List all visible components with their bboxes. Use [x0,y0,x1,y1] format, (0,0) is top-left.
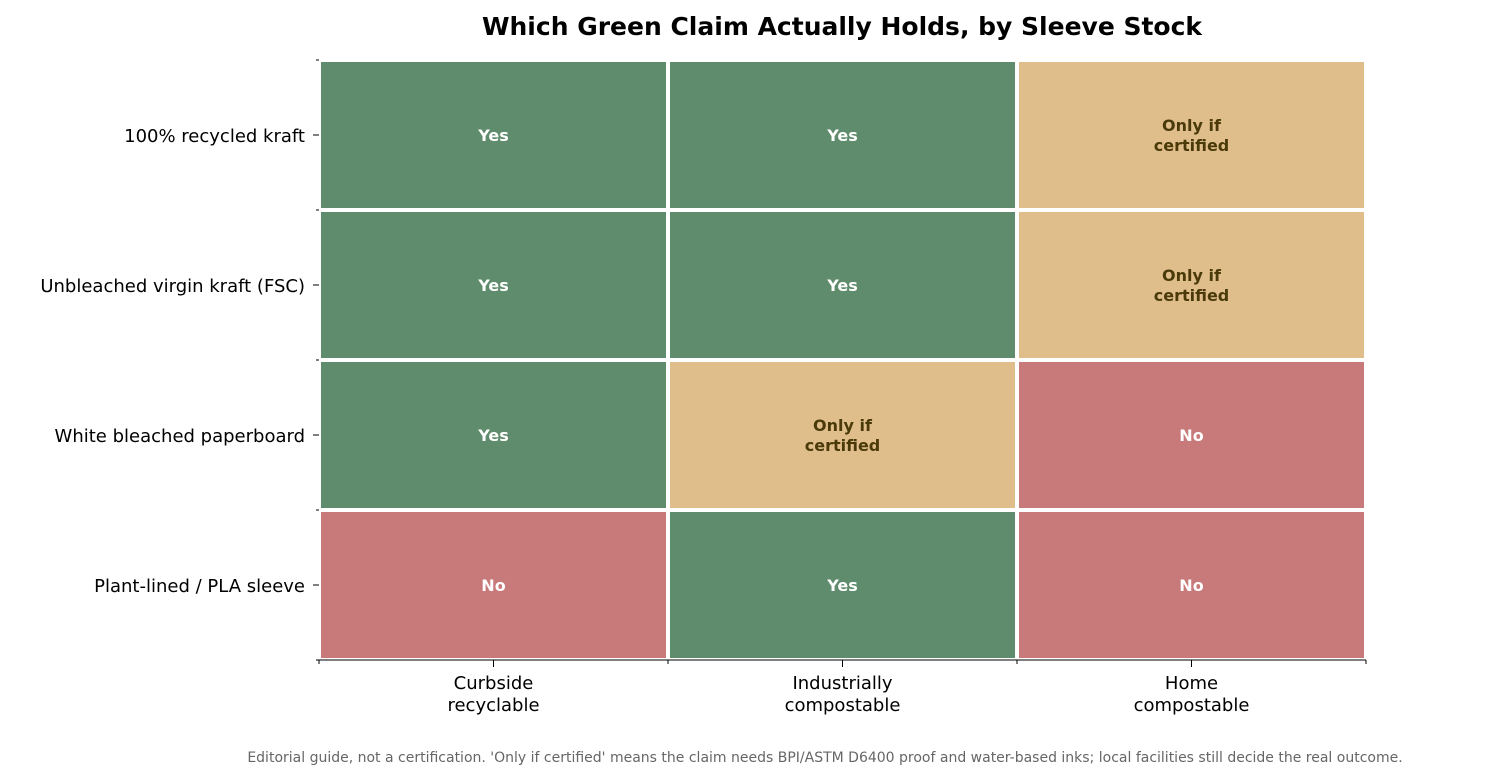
row-label: Plant-lined / PLA sleeve [94,576,305,597]
column-label-line: Home [1165,673,1218,694]
row-label: Unbleached virgin kraft (FSC) [40,276,305,297]
cell-value-label: certified [1154,286,1230,305]
cell-yes-fill [321,362,666,508]
cell-value-label: certified [805,436,881,455]
cell-yes-fill [670,212,1015,358]
heatmap-cell: Yes [670,512,1015,658]
cell-value-label: Yes [477,276,509,295]
cell-value-label: Yes [477,126,509,145]
row-label: White bleached paperboard [55,426,305,447]
cell-only-if-certified-fill [670,362,1015,508]
chart-title: Which Green Claim Actually Holds, by Sle… [482,12,1203,41]
column-label: Industrially compostable [785,673,901,716]
cell-yes-fill [670,512,1015,658]
cell-only-if-certified-fill [1019,62,1364,208]
heatmap-cell: No [1019,362,1364,508]
column-label-line: recyclable [447,695,539,716]
footnote: Editorial guide, not a certification. 'O… [247,750,1402,766]
heatmap-cell: Yes [321,212,666,358]
cell-yes-fill [321,62,666,208]
cell-no-fill [1019,512,1364,658]
cell-value-label: Only if [1162,266,1222,285]
cell-value-label: Yes [826,276,858,295]
heatmap-cell: Yes [321,362,666,508]
cell-value-label: Yes [477,426,509,445]
cell-value-label: Only if [813,416,873,435]
column-label-line: Curbside [454,673,534,694]
column-label: Home compostable [1134,673,1250,716]
heatmap-axes: 100% recycled kraft Unbleached virgin kra… [40,59,1367,716]
cell-value-label: No [1179,426,1203,445]
row-label: 100% recycled kraft [124,126,305,147]
cell-no-fill [1019,362,1364,508]
column-label: Curbside recyclable [447,673,539,716]
column-label-line: Industrially [792,673,892,694]
cell-value-label: Only if [1162,116,1222,135]
cell-value-label: Yes [826,576,858,595]
heatmap-cell: Yes [670,62,1015,208]
column-label-line: compostable [1134,695,1250,716]
heatmap-cell: Yes [321,62,666,208]
cell-no-fill [321,512,666,658]
column-label-line: compostable [785,695,901,716]
cell-value-label: Yes [826,126,858,145]
heatmap-cell: No [321,512,666,658]
heatmap-cell: No [1019,512,1364,658]
cell-yes-fill [321,212,666,358]
cell-value-label: No [481,576,505,595]
cell-value-label: certified [1154,136,1230,155]
heatmap-cell: Yes [670,212,1015,358]
cell-only-if-certified-fill [1019,212,1364,358]
cell-yes-fill [670,62,1015,208]
cell-value-label: No [1179,576,1203,595]
